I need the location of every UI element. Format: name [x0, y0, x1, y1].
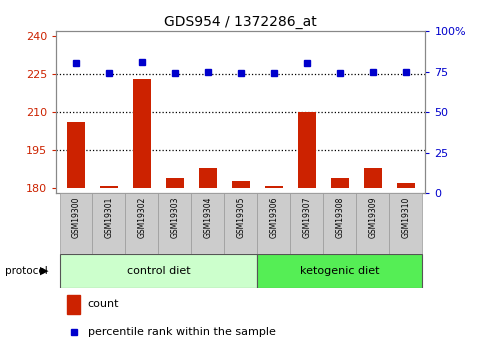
Bar: [330, 178, 348, 188]
Bar: [60, 254, 257, 288]
Text: GSM19306: GSM19306: [269, 196, 278, 238]
Bar: [224, 193, 257, 254]
Bar: [92, 193, 125, 254]
Text: count: count: [87, 299, 119, 309]
Bar: [199, 168, 217, 188]
Bar: [297, 112, 315, 188]
Bar: [100, 186, 118, 188]
Bar: [231, 180, 249, 188]
Text: control diet: control diet: [126, 266, 190, 276]
Text: GSM19300: GSM19300: [71, 196, 81, 238]
Text: ▶: ▶: [40, 266, 48, 276]
Bar: [257, 193, 290, 254]
Text: GSM19301: GSM19301: [104, 196, 113, 238]
Bar: [158, 193, 191, 254]
Text: GSM19309: GSM19309: [367, 196, 376, 238]
Bar: [396, 183, 414, 188]
Text: GSM19310: GSM19310: [400, 196, 409, 238]
Bar: [67, 122, 85, 188]
Bar: [388, 193, 421, 254]
Text: GSM19304: GSM19304: [203, 196, 212, 238]
Bar: [133, 79, 151, 188]
Bar: [264, 186, 282, 188]
Text: GSM19302: GSM19302: [137, 196, 146, 238]
Text: GSM19305: GSM19305: [236, 196, 245, 238]
Text: percentile rank within the sample: percentile rank within the sample: [87, 327, 275, 337]
Text: protocol: protocol: [5, 266, 47, 276]
Bar: [165, 178, 183, 188]
Text: GSM19303: GSM19303: [170, 196, 179, 238]
Title: GDS954 / 1372286_at: GDS954 / 1372286_at: [164, 14, 317, 29]
Bar: [323, 193, 355, 254]
Text: GSM19307: GSM19307: [302, 196, 311, 238]
Bar: [290, 193, 323, 254]
Bar: [191, 193, 224, 254]
Bar: [355, 193, 388, 254]
Bar: [67, 295, 80, 314]
Bar: [363, 168, 381, 188]
Bar: [60, 193, 92, 254]
Text: ketogenic diet: ketogenic diet: [299, 266, 379, 276]
Bar: [125, 193, 158, 254]
Bar: [257, 254, 421, 288]
Text: GSM19308: GSM19308: [335, 196, 344, 238]
